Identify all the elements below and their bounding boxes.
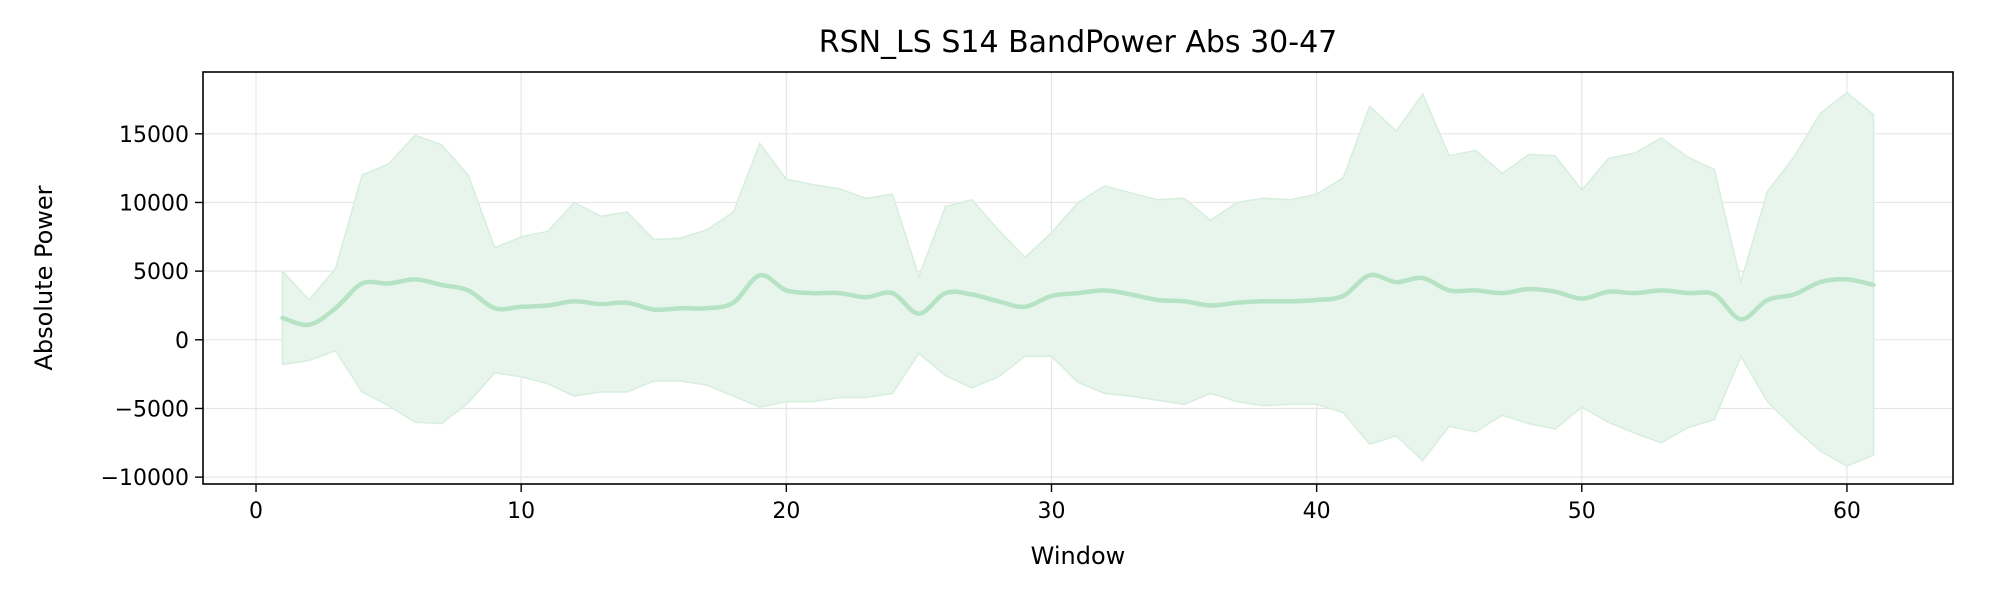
x-axis: 0 10 20 30 40 50 60 xyxy=(249,484,1861,524)
x-axis-label: Window xyxy=(1031,542,1126,570)
x-tick-label: 0 xyxy=(249,499,263,524)
x-tick-label: 20 xyxy=(772,499,800,524)
chart-title: RSN_LS S14 BandPower Abs 30-47 xyxy=(819,25,1338,60)
x-tick-label: 10 xyxy=(507,499,535,524)
y-tick-label: 5000 xyxy=(133,260,189,285)
mean-line-layer xyxy=(280,272,1876,328)
y-tick-label: −5000 xyxy=(115,397,189,422)
y-axis: −10000 −5000 0 5000 10000 15000 xyxy=(101,123,203,491)
std-band-area xyxy=(281,91,1875,467)
y-tick-label: 10000 xyxy=(119,191,189,216)
y-tick-label: 0 xyxy=(175,329,189,354)
x-tick-label: 30 xyxy=(1037,499,1065,524)
x-tick-label: 40 xyxy=(1303,499,1331,524)
x-tick-label: 50 xyxy=(1568,499,1596,524)
plot-frame xyxy=(202,71,1954,485)
y-tick-label: −10000 xyxy=(101,466,189,491)
x-tick-label: 60 xyxy=(1833,499,1861,524)
y-tick-label: 15000 xyxy=(119,123,189,148)
y-axis-label: Absolute Power xyxy=(30,185,58,370)
mean-line xyxy=(280,272,1876,328)
std-band xyxy=(281,91,1875,467)
